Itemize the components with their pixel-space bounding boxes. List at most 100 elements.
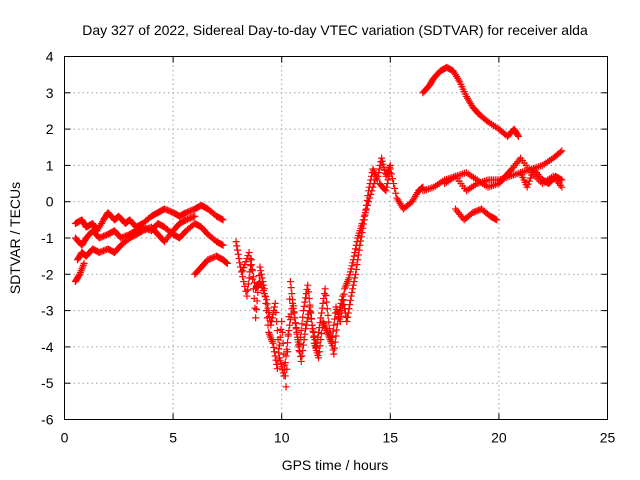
data-point bbox=[352, 245, 360, 253]
data-point bbox=[282, 383, 290, 391]
data-point bbox=[223, 259, 231, 267]
data-point bbox=[263, 300, 271, 308]
series-track-l bbox=[451, 205, 501, 224]
data-point bbox=[374, 172, 382, 180]
data-point bbox=[297, 353, 305, 361]
data-point bbox=[276, 341, 284, 349]
data-point bbox=[328, 333, 336, 341]
data-point bbox=[379, 160, 387, 168]
data-point bbox=[259, 287, 267, 295]
data-point bbox=[272, 308, 280, 316]
series-track-c bbox=[74, 212, 199, 264]
data-point bbox=[286, 316, 294, 324]
data-point bbox=[297, 327, 305, 335]
data-point bbox=[383, 183, 391, 191]
data-point bbox=[243, 292, 251, 300]
data-point bbox=[264, 304, 272, 312]
data-point bbox=[248, 267, 256, 275]
data-point bbox=[457, 170, 465, 178]
chart-title: Day 327 of 2022, Sidereal Day-to-day VTE… bbox=[82, 22, 588, 38]
data-point bbox=[514, 131, 522, 139]
series-track-a bbox=[71, 201, 227, 235]
data-point bbox=[262, 296, 270, 304]
data-point bbox=[387, 170, 395, 178]
x-tick-label: 5 bbox=[169, 430, 177, 446]
data-point bbox=[556, 148, 564, 156]
y-tick-label: 3 bbox=[46, 85, 54, 101]
data-point bbox=[318, 304, 326, 312]
data-point bbox=[353, 238, 361, 246]
data-point bbox=[288, 305, 296, 313]
data-point bbox=[244, 280, 252, 288]
data-point bbox=[219, 241, 227, 249]
data-point bbox=[257, 267, 265, 275]
y-axis-label: SDTVAR / TECUs bbox=[7, 182, 23, 294]
data-point bbox=[333, 326, 341, 334]
data-point bbox=[286, 321, 294, 329]
data-point bbox=[269, 339, 277, 347]
data-point bbox=[330, 321, 338, 329]
data-point bbox=[391, 184, 399, 192]
data-point bbox=[378, 154, 386, 162]
data-point bbox=[347, 292, 355, 300]
data-point bbox=[281, 365, 289, 373]
data-point bbox=[513, 170, 521, 178]
data-point bbox=[344, 313, 352, 321]
data-point bbox=[378, 157, 386, 165]
grid bbox=[64, 56, 608, 420]
data-point bbox=[236, 263, 244, 271]
data-point bbox=[273, 327, 281, 335]
data-point bbox=[233, 242, 241, 250]
data-point bbox=[369, 183, 377, 191]
y-tick-label: 1 bbox=[46, 157, 54, 173]
data-point bbox=[321, 285, 329, 293]
data-point bbox=[239, 273, 247, 281]
data-point bbox=[384, 176, 392, 184]
data-point bbox=[392, 189, 400, 197]
data-point bbox=[347, 265, 355, 273]
data-point bbox=[252, 305, 260, 313]
data-point bbox=[307, 315, 315, 323]
data-point bbox=[252, 314, 260, 322]
data-point bbox=[388, 175, 396, 183]
data-point bbox=[526, 174, 534, 182]
data-point bbox=[360, 212, 368, 220]
y-tick-label: -6 bbox=[41, 412, 54, 428]
data-point bbox=[242, 258, 250, 266]
data-point bbox=[315, 348, 323, 356]
data-point bbox=[291, 319, 299, 327]
data-point bbox=[366, 194, 374, 202]
data-point bbox=[241, 261, 249, 269]
data-point bbox=[80, 259, 88, 267]
y-tick-label: -2 bbox=[41, 266, 54, 282]
data-point bbox=[345, 305, 353, 313]
data-point bbox=[382, 187, 390, 195]
data-point bbox=[323, 305, 331, 313]
data-point bbox=[279, 339, 287, 347]
data-point bbox=[339, 296, 347, 304]
data-point bbox=[348, 288, 356, 296]
data-point bbox=[249, 273, 257, 281]
data-point bbox=[304, 314, 312, 322]
data-point bbox=[287, 284, 295, 292]
data-point bbox=[256, 278, 264, 286]
data-point bbox=[315, 354, 323, 362]
data-point bbox=[368, 187, 376, 195]
data-point bbox=[277, 325, 285, 333]
data-point bbox=[257, 281, 265, 289]
data-point bbox=[324, 311, 332, 319]
data-point bbox=[273, 360, 281, 368]
data-point bbox=[318, 309, 326, 317]
data-point bbox=[299, 313, 307, 321]
data-point bbox=[286, 278, 294, 286]
data-point bbox=[332, 332, 340, 340]
data-point bbox=[282, 352, 290, 360]
data-point bbox=[346, 296, 354, 304]
data-point bbox=[251, 304, 259, 312]
data-point bbox=[236, 259, 244, 267]
data-point bbox=[297, 357, 305, 365]
data-point bbox=[300, 336, 308, 344]
data-point bbox=[303, 317, 311, 325]
data-point bbox=[285, 327, 293, 335]
series-track-e bbox=[191, 252, 231, 278]
